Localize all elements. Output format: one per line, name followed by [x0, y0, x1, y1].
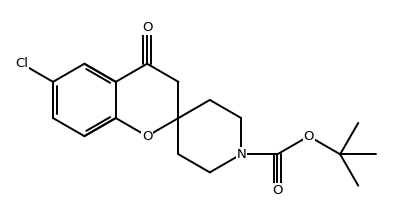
- Text: O: O: [304, 130, 314, 143]
- Text: Cl: Cl: [15, 57, 28, 70]
- Text: O: O: [142, 130, 152, 143]
- Text: O: O: [272, 184, 283, 197]
- Text: O: O: [142, 21, 152, 34]
- Text: N: N: [236, 148, 246, 161]
